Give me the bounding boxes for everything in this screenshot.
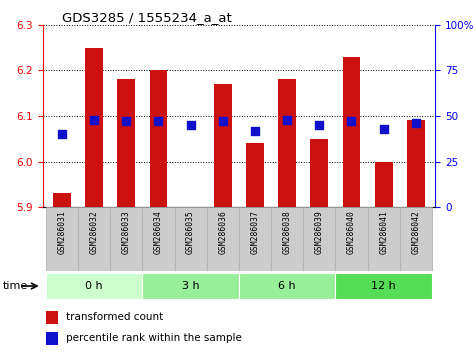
Bar: [342, 57, 360, 207]
Bar: [335, 207, 368, 271]
Point: [283, 117, 291, 122]
Bar: [278, 79, 296, 207]
Point: [219, 119, 227, 124]
Bar: [149, 70, 167, 207]
Bar: [303, 207, 335, 271]
Text: GSM286042: GSM286042: [412, 210, 420, 253]
Text: GSM286041: GSM286041: [379, 210, 388, 253]
Text: 12 h: 12 h: [371, 281, 396, 291]
Text: 3 h: 3 h: [182, 281, 200, 291]
Bar: [117, 79, 135, 207]
Bar: [239, 207, 271, 271]
Bar: [46, 273, 142, 299]
Text: GSM286032: GSM286032: [89, 210, 98, 253]
Bar: [85, 47, 103, 207]
Bar: [214, 84, 232, 207]
Point: [380, 126, 387, 132]
Text: GSM286039: GSM286039: [315, 210, 324, 253]
Text: GSM286040: GSM286040: [347, 210, 356, 253]
Bar: [46, 311, 58, 324]
Point: [315, 122, 323, 128]
Point: [123, 119, 130, 124]
Bar: [271, 207, 303, 271]
Text: GSM286031: GSM286031: [57, 210, 66, 253]
Point: [412, 120, 420, 126]
Text: percentile rank within the sample: percentile rank within the sample: [66, 333, 242, 343]
Bar: [142, 273, 239, 299]
Bar: [310, 139, 328, 207]
Text: GDS3285 / 1555234_a_at: GDS3285 / 1555234_a_at: [62, 11, 232, 24]
Text: GSM286038: GSM286038: [283, 210, 292, 253]
Point: [251, 128, 259, 133]
Bar: [175, 207, 207, 271]
Bar: [375, 161, 393, 207]
Bar: [78, 207, 110, 271]
Text: GSM286036: GSM286036: [218, 210, 227, 253]
Point: [348, 119, 355, 124]
Bar: [335, 273, 432, 299]
Text: 6 h: 6 h: [278, 281, 296, 291]
Text: transformed count: transformed count: [66, 312, 163, 322]
Bar: [246, 143, 264, 207]
Bar: [207, 207, 239, 271]
Point: [58, 131, 66, 137]
Point: [155, 119, 162, 124]
Bar: [142, 207, 175, 271]
Point: [187, 122, 194, 128]
Point: [90, 117, 98, 122]
Bar: [46, 332, 58, 345]
Bar: [368, 207, 400, 271]
Text: 0 h: 0 h: [85, 281, 103, 291]
Text: GSM286035: GSM286035: [186, 210, 195, 253]
Text: time: time: [2, 281, 27, 291]
Text: GSM286037: GSM286037: [251, 210, 260, 253]
Text: GSM286033: GSM286033: [122, 210, 131, 253]
Bar: [239, 273, 335, 299]
Bar: [46, 207, 78, 271]
Bar: [407, 120, 425, 207]
Text: GSM286034: GSM286034: [154, 210, 163, 253]
Bar: [53, 193, 71, 207]
Bar: [110, 207, 142, 271]
Bar: [400, 207, 432, 271]
